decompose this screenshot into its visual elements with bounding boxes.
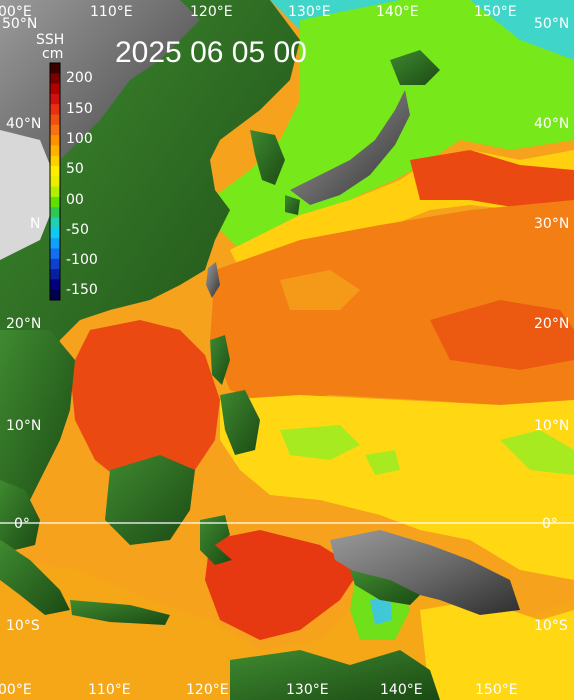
colorbar-swatch	[50, 155, 60, 167]
colorbar-swatch	[50, 186, 60, 198]
lat-label-left-30n: N	[30, 216, 40, 232]
ssh-region-equatorial-green-3	[500, 430, 574, 475]
colorbar-frame	[49, 62, 61, 301]
colorbar-swatch	[50, 176, 60, 188]
land-australia-north	[230, 650, 440, 700]
colorbar-swatch	[50, 83, 60, 95]
lon-label-top-120e: 120°E	[190, 4, 233, 20]
colorbar-tick-label: 150	[66, 101, 93, 117]
land-new-guinea	[330, 530, 520, 615]
land-philippines-south	[220, 390, 260, 455]
colorbar-swatch	[50, 279, 60, 291]
colorbar-swatch	[50, 258, 60, 270]
ssh-region-south-china-sea	[70, 320, 220, 490]
colorbar-swatch	[50, 73, 60, 85]
land-sumatra	[0, 540, 70, 615]
ssh-region-gyre-patch-1	[430, 300, 574, 370]
colorbar-swatch	[50, 227, 60, 239]
colorbar-swatch	[50, 238, 60, 249]
map-title: 2025 06 05 00	[115, 36, 307, 69]
colorbar-swatch	[50, 289, 60, 301]
colorbar-label-unit: cm	[42, 46, 63, 62]
colorbar-swatch	[50, 114, 60, 126]
ssh-region-warm-core-northeast	[410, 150, 574, 210]
colorbar-swatches	[50, 63, 60, 301]
land-japan-kyushu	[285, 195, 300, 215]
lat-label-right-50n: 50°N	[534, 16, 569, 32]
land-new-guinea-lowland	[350, 570, 420, 605]
lon-label-bottom-150e: 150°E	[475, 682, 518, 698]
lat-label-left-0: 0°	[14, 516, 30, 532]
colorbar-tick-label: -50	[66, 222, 89, 238]
lon-label-top-140e: 140°E	[376, 4, 419, 20]
colorbar-swatch	[50, 207, 60, 219]
colorbar-tick-label: 100	[66, 131, 93, 147]
colorbar-tick-label: -150	[66, 282, 98, 298]
lat-label-right-40n: 40°N	[534, 116, 569, 132]
land-asia-tibet	[0, 130, 60, 260]
land-japan-honshu	[290, 90, 410, 205]
colorbar-tick-labels: 200 150 100 50 00 -50 -100 -150	[66, 70, 98, 298]
ssh-region-southern-yellow	[420, 600, 574, 700]
lat-label-right-10s: 10°S	[534, 618, 568, 634]
colorbar-swatch	[50, 124, 60, 136]
lat-label-left-50n: 50°N	[2, 16, 37, 32]
lon-label-bottom-110e: 110°E	[88, 682, 131, 698]
lat-label-left-10s: 10°S	[6, 618, 40, 634]
colorbar-label-top: SSH	[36, 32, 64, 48]
lon-labels-bottom: 00°E 110°E 120°E 130°E 140°E 150°E	[0, 682, 518, 698]
colorbar-swatch	[50, 104, 60, 116]
lon-label-bottom-120e: 120°E	[186, 682, 229, 698]
lon-label-bottom-130e: 130°E	[286, 682, 329, 698]
lon-labels-top: 00°E 110°E 120°E 130°E 140°E 150°E	[0, 4, 517, 20]
lon-label-top-130e: 130°E	[288, 4, 331, 20]
ssh-region-equatorial-green-1	[280, 425, 360, 460]
colorbar-swatch	[50, 269, 60, 280]
lon-label-bottom-edge: 00°E	[0, 682, 32, 698]
colorbar-swatch	[50, 63, 60, 74]
colorbar-swatch	[50, 135, 60, 146]
ssh-region-arafura-cyan	[370, 595, 392, 625]
land-indochina	[0, 330, 75, 520]
lon-label-top-110e: 110°E	[90, 4, 133, 20]
land-japan-hokkaido	[390, 50, 440, 85]
lat-label-left-20n: 20°N	[6, 316, 41, 332]
land-java	[70, 600, 170, 625]
lat-label-left-40n: 40°N	[6, 116, 41, 132]
lat-label-right-20n: 20°N	[534, 316, 569, 332]
colorbar-tick-label: 00	[66, 192, 84, 208]
colorbar-tick-label: 200	[66, 70, 93, 86]
ssh-region-equatorial-green-2	[365, 450, 400, 475]
ssh-region-indonesian-seas	[205, 530, 360, 640]
colorbar: SSH cm 200 150 100 50 00 -50 -100 -150	[36, 32, 98, 301]
colorbar-tick-label: -100	[66, 252, 98, 268]
lat-label-left-10n: 10°N	[6, 418, 41, 434]
colorbar-swatch	[50, 93, 60, 105]
lat-label-right-0: 0°	[542, 516, 558, 532]
lon-label-bottom-140e: 140°E	[380, 682, 423, 698]
land-sulawesi	[200, 515, 232, 565]
colorbar-swatch	[50, 248, 60, 260]
land-malay-peninsula	[0, 480, 40, 550]
ssh-region-gyre-patch-2	[280, 270, 360, 310]
lat-label-right-10n: 10°N	[534, 418, 569, 434]
colorbar-swatch	[50, 196, 60, 208]
colorbar-swatch	[50, 217, 60, 229]
land-taiwan	[206, 262, 220, 298]
land-philippines-luzon	[210, 335, 230, 385]
colorbar-swatch	[50, 145, 60, 157]
colorbar-tick-label: 50	[66, 161, 84, 177]
lon-label-top-edge: 00°E	[0, 4, 32, 20]
land-korea	[250, 130, 285, 185]
colorbar-swatch	[50, 166, 60, 177]
lat-label-right-30n: 30°N	[534, 216, 569, 232]
lat-labels-left: 50°N 40°N N 20°N 10°N 0° 10°S	[2, 16, 41, 634]
lat-labels-right: 50°N 40°N 30°N 20°N 10°N 0° 10°S	[534, 16, 569, 634]
lon-label-top-150e: 150°E	[474, 4, 517, 20]
